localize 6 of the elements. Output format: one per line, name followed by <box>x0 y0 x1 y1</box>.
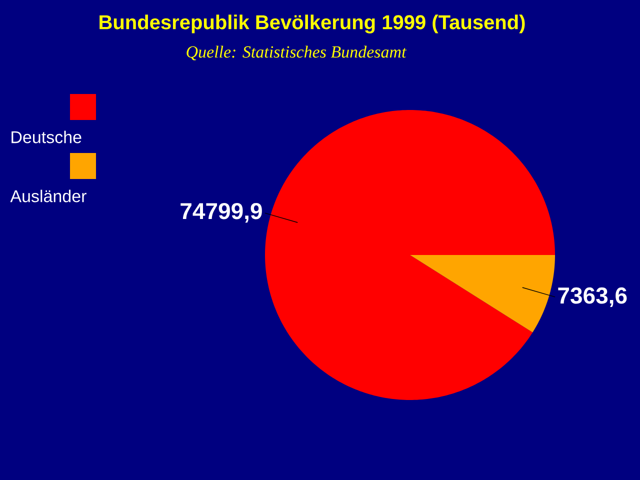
chart-subtitle: Quelle: Statistisches Bundesamt <box>186 46 407 60</box>
chart-title: Bundesrepublik Bevölkerung 1999 (Tausend) <box>100 14 525 34</box>
data-label: 74799,9 <box>180 202 262 223</box>
data-label: 7363,6 <box>558 287 627 308</box>
legend-label: Deutsche <box>12 130 82 144</box>
legend-label: Ausländer <box>10 190 86 202</box>
